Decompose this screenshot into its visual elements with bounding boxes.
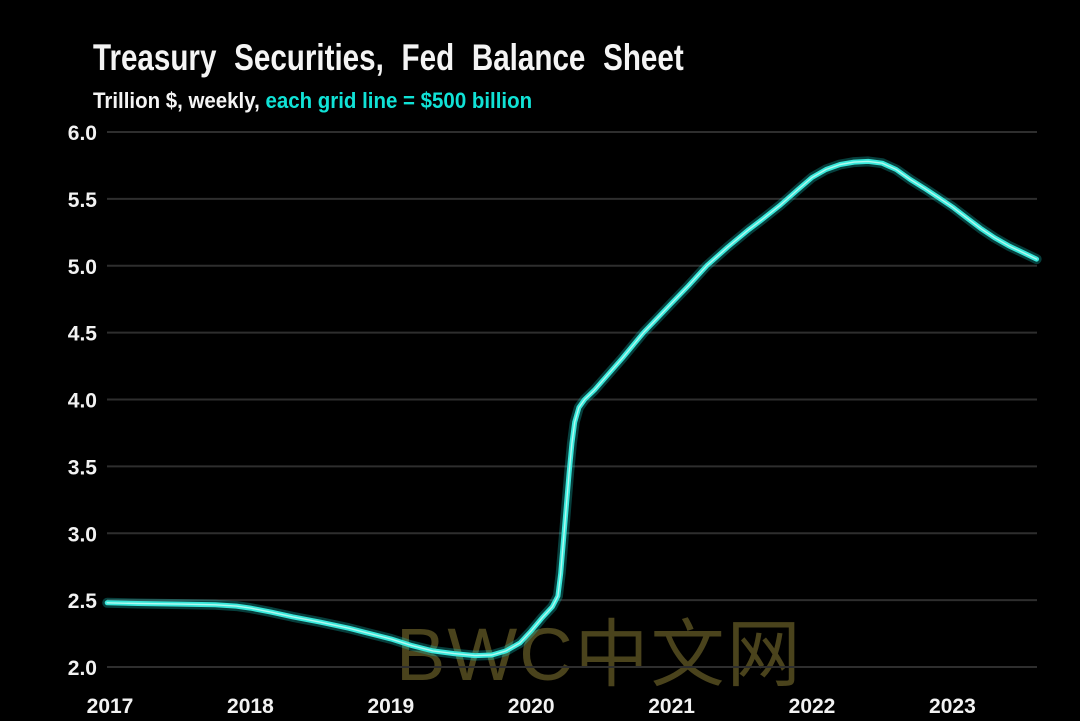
chart-subtitle-units: Trillion $, weekly, [93, 88, 266, 113]
y-axis-tick-label: 2.0 [68, 657, 97, 680]
chart-title: Treasury Securities, Fed Balance Sheet [93, 37, 684, 78]
y-axis-tick-label: 3.5 [68, 456, 98, 479]
data-line-glow [102, 156, 1042, 661]
y-axis-tick-label: 4.5 [68, 323, 98, 346]
chart-subtitle: Trillion $, weekly, each grid line = $50… [93, 88, 780, 114]
x-axis-tick-label: 2019 [367, 695, 414, 718]
y-axis-tick-label: 5.5 [68, 189, 98, 212]
x-axis-tick-label: 2018 [227, 695, 274, 718]
chart-subtitle-gridline-note: each grid line = $500 billion [265, 88, 533, 113]
x-axis-tick-label: 2023 [929, 695, 976, 718]
x-axis-tick-label: 2022 [789, 695, 836, 718]
y-axis-tick-label: 3.0 [68, 523, 97, 546]
data-line-treasury-securities [104, 158, 1040, 659]
x-axis-tick-label: 2020 [508, 695, 555, 718]
chart-header: Treasury Securities, Fed Balance Sheet T… [93, 37, 831, 114]
y-axis-tick-label: 5.0 [68, 256, 97, 279]
x-axis-tick-label: 2021 [648, 695, 695, 718]
y-axis-tick-label: 6.0 [68, 122, 97, 145]
data-line-core-highlight [106, 160, 1038, 657]
x-axis-tick-label: 2017 [87, 695, 134, 718]
y-axis-tick-label: 4.0 [68, 390, 97, 413]
y-axis-tick-label: 2.5 [68, 590, 98, 613]
